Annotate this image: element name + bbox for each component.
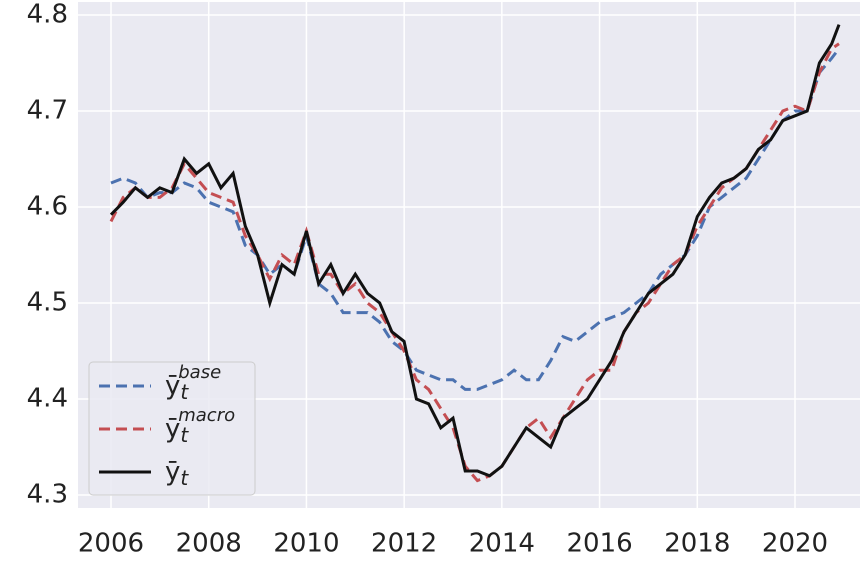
x-tick-label: 2006: [78, 529, 144, 559]
x-tick-label: 2016: [566, 529, 632, 559]
x-tick-label: 2020: [762, 529, 828, 559]
y-tick-label: 4.4: [27, 384, 68, 414]
y-tick-label: 4.5: [27, 288, 68, 318]
x-tick-label: 2012: [371, 529, 437, 559]
legend-label: ȳt: [165, 457, 189, 490]
y-tick-label: 4.3: [27, 480, 68, 510]
x-tick-label: 2014: [469, 529, 535, 559]
legend-label: ȳtmacro: [165, 405, 235, 447]
y-tick-label: 4.8: [27, 0, 68, 29]
series-line: [110, 47, 841, 391]
y-tick-label: 4.7: [27, 95, 68, 125]
x-tick-label: 2010: [273, 529, 339, 559]
x-tick-label: 2008: [176, 529, 242, 559]
series-line: [109, 42, 840, 483]
y-tick-label: 4.6: [27, 191, 68, 221]
legend-box: [88, 361, 256, 496]
x-tick-label: 2018: [664, 529, 730, 559]
series-line: [109, 24, 841, 478]
legend-label: ȳtbase: [165, 362, 221, 404]
